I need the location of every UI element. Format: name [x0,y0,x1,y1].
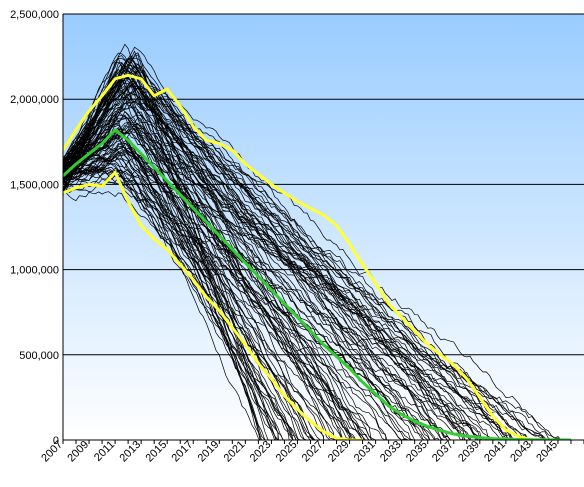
x-tick-label: 2019 [196,439,222,465]
x-tick-label: 2039 [456,439,482,465]
simulation-line [63,98,543,440]
simulation-line [63,76,447,440]
simulation-line [63,64,377,440]
x-tick-label: 2017 [170,439,196,465]
simulation-line [63,73,545,440]
simulation-line [63,168,440,440]
simulation-line [63,151,294,440]
y-tick-label: 1,500,000 [10,179,59,191]
y-tick-label: 0 [53,435,59,447]
x-tick-label: 2009 [65,439,91,465]
simulation-line [63,179,527,440]
simulation-line [63,124,335,440]
simulation-line [63,145,331,440]
y-tick-label: 1,000,000 [10,265,59,277]
axes [62,14,584,444]
simulation-line [63,66,261,440]
simulation-line [63,58,465,440]
x-tick-label: 2011 [92,439,117,464]
simulation-line [63,166,412,440]
simulation-line [63,126,284,440]
x-tick-label: 2015 [144,439,170,465]
x-tick-label: 2031 [352,439,378,465]
x-tick-label: 2027 [300,439,326,465]
simulation-line [63,167,301,440]
simulation-line [63,106,261,440]
simulation-line [63,55,516,440]
x-tick-label: 2025 [274,439,300,465]
simulation-line [63,169,316,440]
x-tick-labels: 2007 2009 2011 2013 2015 2017 2019 2021 2023 2025… [39,439,560,465]
y-tick-label: 2,500,000 [10,9,59,21]
simulation-line [63,150,443,440]
mean-line [63,128,572,440]
simulation-line [63,155,415,440]
x-tick-label: 2033 [378,439,404,465]
upper-bound-line [63,73,533,440]
simulation-line [63,90,512,440]
simulation-line [63,115,284,440]
simulation-line [63,52,269,440]
summary-lines [63,73,572,440]
simulation-line [63,67,324,440]
x-tick-label: 2045 [534,439,560,465]
simulation-line [63,111,512,440]
simulation-line [63,57,315,440]
simulation-line [63,164,352,440]
simulation-line [63,81,481,440]
simulation-line [63,111,466,440]
y-tick-labels: 0 500,000 1,000,000 1,500,000 2,000,000 2,500… [10,9,59,447]
x-tick-label: 2013 [117,439,143,465]
simulation-line [63,122,475,440]
simulation-line [63,57,513,440]
plot-background [63,14,584,440]
simulation-line [63,167,386,440]
simulation-line [63,155,364,440]
x-tick-label: 2023 [248,439,274,465]
simulation-line [63,124,489,440]
x-tick-label: 2041 [482,439,508,465]
simulation-line [63,145,464,440]
x-tick-label: 2037 [430,439,456,465]
simulation-line [63,138,508,440]
simulation-line [63,169,277,440]
y-tick-label: 2,000,000 [10,94,59,106]
y-tick-label: 500,000 [19,350,59,362]
simulation-line [63,96,454,440]
simulation-line [63,70,562,440]
simulation-line [63,147,565,440]
simulation-line [63,82,359,440]
simulation-line [63,114,387,440]
x-tick-label: 2035 [404,439,430,465]
x-tick-label: 2007 [39,439,65,465]
simulation-line [63,157,280,440]
simulation-line [63,52,336,440]
x-tick-label: 2043 [508,439,534,465]
lower-bound-line [63,171,363,440]
simulation-line [63,88,516,440]
x-tick-label: 2029 [326,439,352,465]
simulation-line [63,66,277,440]
x-tick-label: 2021 [222,439,248,465]
